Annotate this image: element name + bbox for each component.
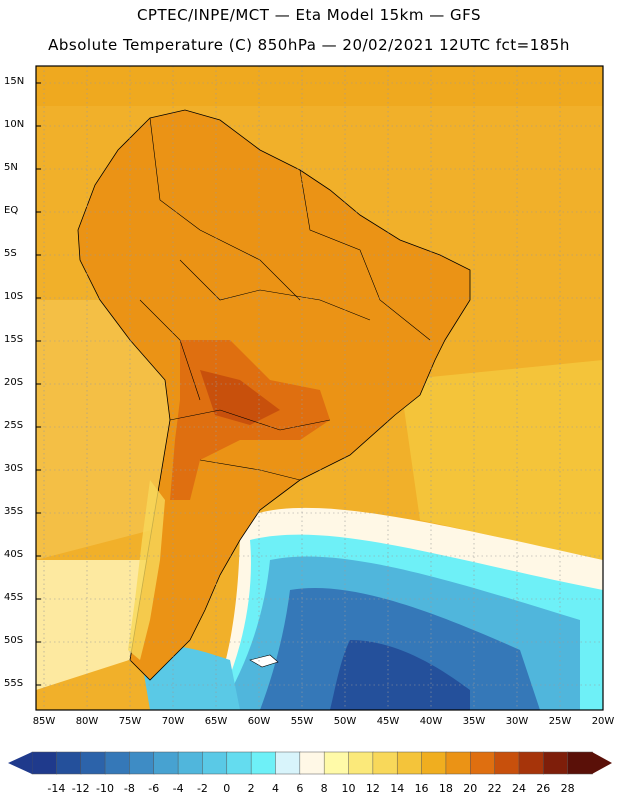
colorbar-label: -4 xyxy=(172,782,184,795)
lon-label: 30W xyxy=(505,716,529,727)
colorbar-swatch xyxy=(299,751,325,775)
colorbar-label: 0 xyxy=(223,782,231,795)
lon-label: 60W xyxy=(247,716,271,727)
colorbar-swatch xyxy=(445,751,472,775)
colorbar-label: 18 xyxy=(438,782,453,795)
title-line-1: CPTEC/INPE/MCT — Eta Model 15km — GFS xyxy=(136,6,482,24)
colorbar-swatch xyxy=(323,751,350,775)
colorbar-label: -6 xyxy=(148,782,160,795)
colorbar-label: -10 xyxy=(96,782,115,795)
colorbar-swatch xyxy=(104,751,131,775)
colorbar-right-arrow xyxy=(592,752,612,774)
colorbar-label: -12 xyxy=(71,782,90,795)
colorbar-label: -2 xyxy=(196,782,208,795)
colorbar-swatch xyxy=(396,751,423,775)
colorbar-label: 8 xyxy=(320,782,328,795)
colorbar-label: 4 xyxy=(271,782,279,795)
colorbar-left-arrow xyxy=(8,752,32,774)
colorbar-label: 28 xyxy=(560,782,575,795)
colorbar-label: 16 xyxy=(414,782,429,795)
colorbar xyxy=(8,751,612,775)
graticule xyxy=(36,66,603,710)
lat-label: 15N xyxy=(4,76,25,87)
lon-label: 20W xyxy=(591,716,615,727)
lon-label: 25W xyxy=(548,716,572,727)
colorbar-label: 20 xyxy=(463,782,478,795)
colorbar-label: 12 xyxy=(365,782,380,795)
lat-label: 20S xyxy=(4,377,24,388)
map-frame xyxy=(35,65,604,711)
lon-label: 75W xyxy=(118,716,142,727)
colorbar-label: -14 xyxy=(47,782,66,795)
colorbar-swatch xyxy=(80,751,106,775)
colorbar-label: 6 xyxy=(296,782,304,795)
lat-label: 5N xyxy=(4,162,18,173)
lon-label: 35W xyxy=(462,716,486,727)
colorbar-label: 24 xyxy=(511,782,526,795)
colorbar-swatch xyxy=(543,751,569,775)
colorbar-swatch xyxy=(518,751,545,775)
colorbar-swatch xyxy=(567,751,593,775)
colorbar-swatch xyxy=(226,751,252,775)
colorbar-swatch xyxy=(494,751,520,775)
colorbar-swatch xyxy=(153,751,179,775)
lat-label: 50S xyxy=(4,635,24,646)
colorbar-swatch xyxy=(372,751,398,775)
lat-label: 35S xyxy=(4,506,24,517)
colorbar-swatch xyxy=(177,751,204,775)
colorbar-label: 10 xyxy=(341,782,356,795)
lon-label: 85W xyxy=(32,716,56,727)
colorbar-swatch xyxy=(202,751,228,775)
colorbar-swatch xyxy=(275,751,301,775)
colorbar-swatch xyxy=(31,751,58,775)
lat-label: 25S xyxy=(4,420,24,431)
colorbar-label: 22 xyxy=(487,782,502,795)
colorbar-label: -8 xyxy=(123,782,135,795)
colorbar-swatch xyxy=(421,751,447,775)
colorbar-label: 14 xyxy=(390,782,405,795)
lat-label: 55S xyxy=(4,678,24,689)
lon-label: 45W xyxy=(376,716,400,727)
lon-label: 65W xyxy=(204,716,228,727)
colorbar-swatch xyxy=(348,751,374,775)
lon-label: 70W xyxy=(161,716,185,727)
lat-label: 30S xyxy=(4,463,24,474)
lat-label: 10N xyxy=(4,119,25,130)
lon-label: 55W xyxy=(290,716,314,727)
colorbar-label: 2 xyxy=(247,782,255,795)
colorbar-label: 26 xyxy=(536,782,551,795)
lat-label: 10S xyxy=(4,291,24,302)
colorbar-swatch xyxy=(250,751,277,775)
lat-label: 15S xyxy=(4,334,24,345)
colorbar-swatch xyxy=(470,751,496,775)
lat-label: 5S xyxy=(4,248,17,259)
lon-label: 80W xyxy=(75,716,99,727)
lon-label: 40W xyxy=(419,716,443,727)
title-line-2: Absolute Temperature (C) 850hPa — 20/02/… xyxy=(48,36,570,54)
lon-label: 50W xyxy=(333,716,357,727)
colorbar-swatch xyxy=(56,751,82,775)
lat-label: EQ xyxy=(4,205,19,216)
lat-label: 45S xyxy=(4,592,24,603)
colorbar-swatch xyxy=(129,751,155,775)
lat-label: 40S xyxy=(4,549,24,560)
